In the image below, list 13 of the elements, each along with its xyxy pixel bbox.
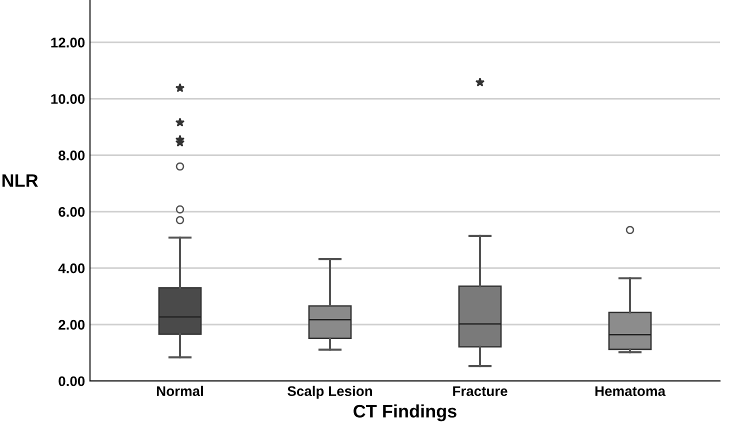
x-tick-label: Hematoma <box>595 386 666 396</box>
y-axis-title: NLR <box>2 174 38 187</box>
y-tick-label: 6.00 <box>58 206 85 217</box>
y-tick-label: 10.00 <box>51 94 85 104</box>
x-axis-title: CT Findings <box>354 404 456 422</box>
x-tick-label: Fracture <box>453 386 508 396</box>
y-tick-label: 2.00 <box>58 320 85 330</box>
y-tick-label: 0.00 <box>58 376 85 386</box>
y-tick-label: 12.00 <box>51 38 85 48</box>
y-tick-label: 8.00 <box>58 150 85 160</box>
x-tick-label: Scalp Lesion <box>288 386 372 399</box>
y-tick-label: 4.00 <box>58 263 85 274</box>
x-tick-label: Normal <box>157 386 203 396</box>
